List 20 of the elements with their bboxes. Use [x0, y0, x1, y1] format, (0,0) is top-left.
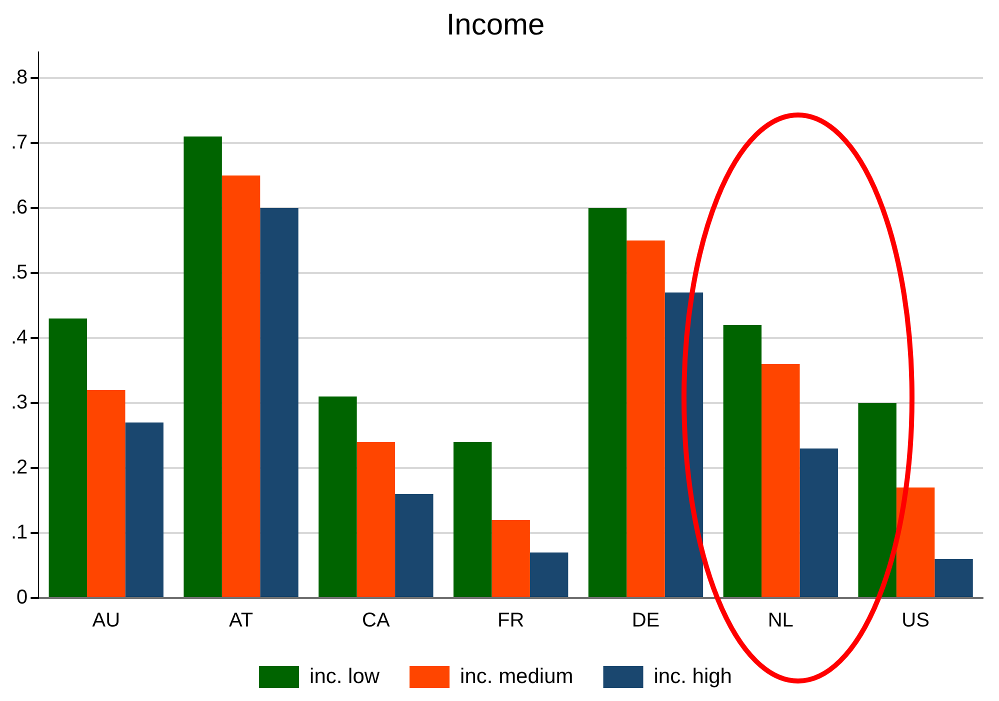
x-tick-label: CA — [362, 610, 390, 632]
legend-label: inc. high — [654, 664, 732, 688]
x-tick-label: DE — [632, 610, 660, 632]
x-tick-label: FR — [498, 610, 524, 632]
y-tick-label: .3 — [10, 392, 28, 414]
y-tick-label: .1 — [10, 522, 28, 544]
x-tick-label: US — [902, 610, 930, 632]
y-tick-label: .2 — [10, 456, 28, 479]
chart-title: Income — [446, 8, 545, 42]
x-tick-label: AT — [228, 610, 254, 632]
x-tick-label: AU — [92, 610, 120, 632]
x-tick-label: NL — [768, 610, 794, 632]
y-tick-label: 0 — [16, 586, 28, 609]
y-tick-label: .4 — [10, 326, 28, 349]
legend-label: inc. low — [310, 664, 380, 688]
y-tick-label: .6 — [10, 196, 28, 219]
y-tick-label: .8 — [10, 66, 28, 89]
legend-label: inc. medium — [460, 664, 574, 688]
y-tick-label: .7 — [10, 132, 28, 154]
y-tick-label: .5 — [10, 262, 28, 284]
